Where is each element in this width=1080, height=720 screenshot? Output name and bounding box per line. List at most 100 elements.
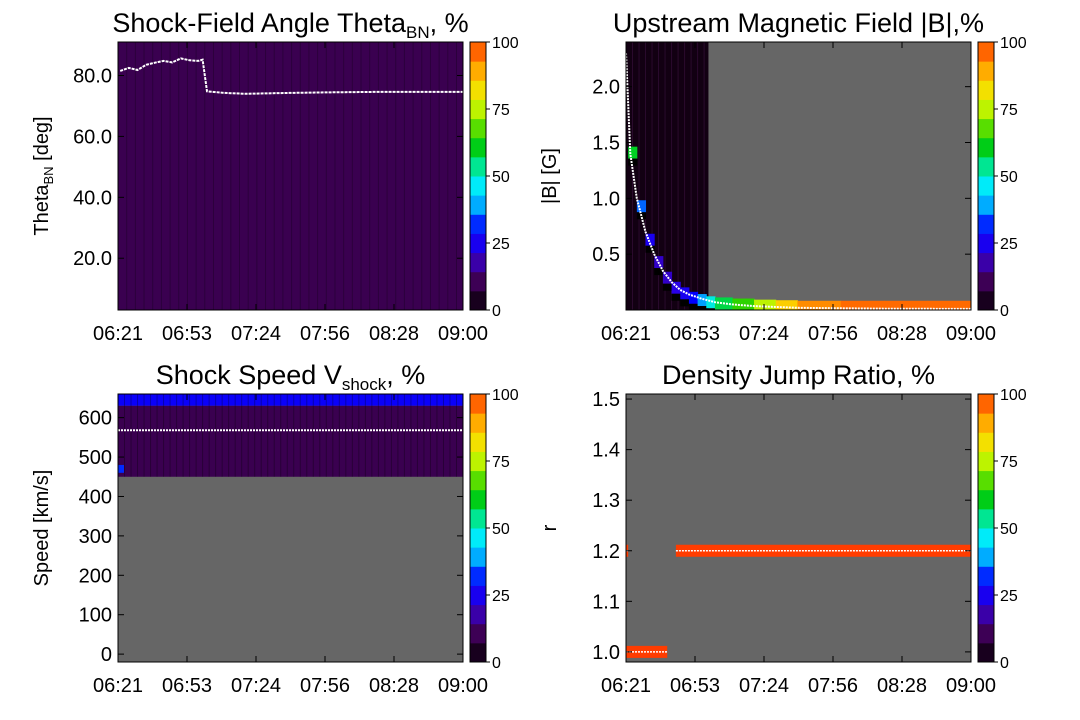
colorbar-segment <box>978 585 994 606</box>
zero-bin <box>628 158 638 166</box>
colorbar: 0 25 50 75 100 <box>977 387 1027 672</box>
y-tick-label: 600 <box>79 408 112 430</box>
colorbar-tick-label: 75 <box>492 454 510 471</box>
x-tick-label: 07:24 <box>739 675 789 697</box>
colorbar-segment <box>470 42 486 62</box>
peak-bin <box>636 200 647 213</box>
chart-title-main: Upstream Magnetic Field |B|,% <box>613 8 984 38</box>
colorbar-segment <box>978 80 994 100</box>
colorbar-segment <box>978 42 994 62</box>
colorbar-segment <box>470 290 486 311</box>
colorbar-tick-label: 25 <box>1000 236 1018 253</box>
colorbar-segment <box>978 604 994 625</box>
colorbar-segment <box>978 547 994 567</box>
colorbar-segment <box>978 566 994 586</box>
colorbar-segment <box>470 451 486 472</box>
colorbar-segment <box>470 547 486 567</box>
colorbar-segment <box>978 137 994 158</box>
colorbar-segment <box>470 156 486 177</box>
x-tick-label: 06:53 <box>162 675 212 697</box>
y-tick-label: 1.0 <box>592 188 620 210</box>
y-tick-label: 400 <box>79 486 112 508</box>
peak-bin <box>754 299 777 310</box>
y-tick-label: 1.5 <box>592 389 620 411</box>
panel-2: 0.5 1.0 1.5 2.0 06:21 06:53 07:24 07:56 08:28 09:… <box>539 8 1027 345</box>
x-tick-label: 09:00 <box>438 323 488 345</box>
y-tick-label: 20.0 <box>73 248 112 270</box>
peak-bin <box>775 300 798 310</box>
y-axis-label: ThetaBN [deg] <box>31 116 56 235</box>
x-tick-label: 07:56 <box>808 675 858 697</box>
colorbar-tick-label: 75 <box>492 102 510 119</box>
y-axis-label-suffix: [deg] <box>31 116 53 166</box>
x-tick-label: 08:28 <box>369 323 419 345</box>
colorbar-segment <box>470 271 486 292</box>
colorbar-tick-label: 100 <box>1000 35 1027 52</box>
zero-bin <box>688 303 699 310</box>
y-tick-label: 1.0 <box>592 642 620 664</box>
colorbar-segment <box>470 528 486 548</box>
x-tick-label: 06:21 <box>93 323 143 345</box>
y-axis-label-main: Theta <box>31 184 53 236</box>
colorbar-segment <box>470 80 486 100</box>
peak-bin <box>884 300 929 310</box>
colorbar-segment <box>470 604 486 625</box>
x-tick-label: 06:53 <box>162 323 212 345</box>
y-axis-label: Speed [km/s] <box>31 470 53 587</box>
colorbar-segment <box>470 394 486 414</box>
colorbar-tick-label: 0 <box>1000 655 1009 672</box>
x-tick-label: 07:24 <box>231 675 281 697</box>
heatmap-fill <box>118 42 463 310</box>
peak-bin <box>680 287 690 300</box>
colorbar: 0 25 50 75 100 <box>977 35 1027 320</box>
colorbar-segment <box>978 290 994 311</box>
x-tick-label: 09:00 <box>946 323 996 345</box>
colorbar-segment <box>978 176 994 196</box>
x-tick-label: 08:28 <box>877 323 927 345</box>
chart-title: Shock Speed Vshock, % <box>156 360 426 394</box>
y-tick-label: 100 <box>79 605 112 627</box>
colorbar-tick-label: 50 <box>492 169 510 186</box>
speed-edge-bin <box>118 464 124 473</box>
speed-band <box>118 394 463 406</box>
colorbar-tick-label: 50 <box>492 521 510 538</box>
chart-title-main: Density Jump Ratio, % <box>662 360 935 390</box>
heatmap-fill-dark <box>626 42 709 310</box>
peak-bin <box>840 300 885 310</box>
y-tick-label: 500 <box>79 447 112 469</box>
chart-title: Density Jump Ratio, % <box>662 360 935 390</box>
ratio-band <box>626 645 668 658</box>
x-tick-label: 09:00 <box>946 675 996 697</box>
peak-bin <box>628 146 638 159</box>
chart-title-subscript: BN <box>406 23 430 42</box>
colorbar-segment <box>470 623 486 644</box>
x-tick-label: 07:56 <box>300 675 350 697</box>
colorbar-tick-label: 50 <box>1000 169 1018 186</box>
colorbar-segment <box>978 61 994 81</box>
colorbar-tick-label: 75 <box>1000 454 1018 471</box>
speed-band <box>118 405 463 477</box>
colorbar-segment <box>470 566 486 586</box>
peak-bin <box>688 291 699 304</box>
chart-title-main: Shock Speed V <box>156 360 342 390</box>
x-tick-label: 06:21 <box>601 675 651 697</box>
colorbar-tick-label: 25 <box>492 236 510 253</box>
colorbar-segment <box>470 252 486 273</box>
chart-title-subscript: shock <box>342 375 387 394</box>
colorbar-tick-label: 25 <box>1000 588 1018 605</box>
colorbar-segment <box>470 585 486 606</box>
y-tick-label: 1.5 <box>592 133 620 155</box>
colorbar-segment <box>978 195 994 215</box>
plot-area <box>626 42 971 310</box>
colorbar-segment <box>470 508 486 529</box>
y-axis-label-main: |B| [G] <box>539 148 561 204</box>
plot-area <box>118 394 463 662</box>
colorbar-segment <box>470 118 486 139</box>
zero-bin <box>645 245 655 253</box>
colorbar-segment <box>978 508 994 529</box>
y-tick-label: 1.2 <box>592 541 620 563</box>
colorbar-segment <box>978 432 994 452</box>
peak-bin <box>797 300 842 310</box>
